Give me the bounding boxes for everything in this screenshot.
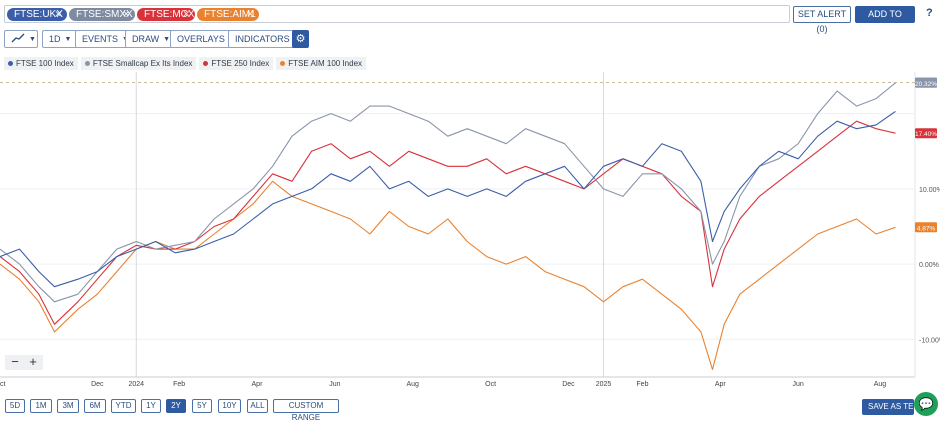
indicators-label: INDICATORS (235, 34, 290, 44)
legend-item-ftse100[interactable]: FTSE 100 Index (4, 57, 78, 70)
chevron-down-icon: ▼ (64, 36, 72, 43)
x-tick-label: 2025 (596, 381, 612, 388)
x-tick-label: Apr (715, 381, 727, 388)
symbol-chip-mcx[interactable]: FTSE:MCX ✕ (137, 8, 195, 21)
zoom-in-button[interactable]: + (23, 355, 43, 370)
close-icon[interactable]: ✕ (54, 9, 62, 19)
symbol-search-bar[interactable]: FTSE:UKX ✕ FTSE:SMXX ✕ FTSE:MCX ✕ FTSE:AIM1… (4, 5, 790, 23)
symbol-chip-label: FTSE:UKX (14, 9, 63, 20)
range-button-5d[interactable]: 5D (5, 399, 25, 413)
line-chart-icon (11, 33, 25, 43)
symbol-chip-ukx[interactable]: FTSE:UKX ✕ (7, 8, 67, 21)
x-tick-label: Jun (329, 381, 340, 388)
range-button-3m[interactable]: 3M (57, 399, 79, 413)
symbol-chip-aim1[interactable]: FTSE:AIM1 ✕ (197, 8, 259, 21)
x-tick-label: Dec (562, 381, 575, 388)
legend-item-ftse250[interactable]: FTSE 250 Index (199, 57, 274, 70)
legend-dot (203, 61, 209, 66)
range-button-1m[interactable]: 1M (30, 399, 52, 413)
legend-item-aim100[interactable]: FTSE AIM 100 Index (276, 57, 367, 70)
close-icon[interactable]: ✕ (182, 9, 190, 19)
series-end-tag-label: 4.87% (917, 225, 936, 232)
legend-item-smallcap[interactable]: FTSE Smallcap Ex Its Index (80, 57, 197, 70)
x-tick-label: 2024 (128, 381, 144, 388)
series-line-ftse-100-index (0, 110, 896, 288)
x-tick-label: Aug (406, 381, 419, 388)
set-alert-button[interactable]: SET ALERT (0) (793, 6, 851, 34)
x-tick-label: Oct (485, 381, 496, 388)
gear-icon: ⚙ (295, 33, 306, 45)
range-button-2y[interactable]: 2Y (166, 399, 186, 413)
x-tick-label: Jun (793, 381, 804, 388)
range-button-5y[interactable]: 5Y (192, 399, 212, 413)
legend-label: FTSE 100 Index (16, 59, 74, 68)
legend-dot (84, 61, 90, 66)
add-to-folio-button[interactable]: ADD TO FOLIO (855, 6, 915, 34)
symbol-chip-smxx[interactable]: FTSE:SMXX ✕ (69, 8, 135, 21)
symbol-chip-label: FTSE:MCX (144, 9, 195, 20)
legend-label: FTSE AIM 100 Index (288, 59, 363, 68)
events-label: EVENTS (82, 34, 119, 44)
legend-dot (8, 61, 13, 66)
x-tick-label: Aug (874, 381, 887, 388)
range-button-10y[interactable]: 10Y (218, 399, 241, 413)
chat-icon[interactable]: 💬 (914, 392, 938, 416)
series-end-tag (915, 77, 937, 88)
draw-dropdown[interactable]: DRAW ▼ (125, 30, 178, 48)
close-icon[interactable]: ✕ (246, 9, 254, 19)
range-button-custom-range[interactable]: CUSTOM RANGE (273, 399, 339, 422)
symbol-chip-label: FTSE:AIM1 (204, 9, 256, 20)
legend-dot (280, 61, 286, 66)
symbol-chip-label: FTSE:SMXX (76, 9, 133, 20)
chart-type-dropdown[interactable]: ▼ (4, 30, 38, 48)
x-tick-label: Feb (636, 381, 648, 388)
range-button-6m[interactable]: 6M (84, 399, 106, 413)
series-end-tag (915, 128, 937, 139)
y-tick-label: 10.00% (919, 187, 940, 194)
series-line-ftse-smallcap-ex-its-index (0, 82, 896, 303)
draw-label: DRAW (132, 34, 160, 44)
x-tick-label: Apr (252, 381, 264, 388)
range-button-1y[interactable]: 1Y (141, 399, 161, 413)
series-line-ftse-250-index (0, 120, 896, 325)
y-tick-label: 0.00% (919, 262, 939, 269)
series-end-tag (915, 222, 937, 233)
overlays-label: OVERLAYS (177, 34, 225, 44)
range-button-ytd[interactable]: YTD (111, 399, 136, 413)
chart-legend: FTSE 100 Index FTSE Smallcap Ex Its Inde… (4, 57, 369, 70)
settings-button[interactable]: ⚙ (292, 30, 309, 48)
series-line-ftse-aim-100-index (0, 180, 896, 371)
help-icon[interactable]: ? (926, 7, 933, 19)
legend-label: FTSE 250 Index (211, 59, 270, 68)
interval-label: 1D (49, 34, 61, 44)
chevron-down-icon: ▼ (163, 36, 171, 43)
zoom-out-button[interactable]: − (5, 355, 25, 370)
close-icon[interactable]: ✕ (122, 9, 130, 19)
chevron-down-icon: ▼ (29, 36, 36, 43)
legend-label: FTSE Smallcap Ex Its Index (92, 59, 193, 68)
save-as-template-button[interactable]: SAVE AS TEMPLATE (862, 399, 914, 415)
y-tick-label: -10.00% (919, 337, 940, 344)
series-end-tag-label: 17.40% (915, 131, 937, 138)
x-tick-label: Feb (173, 381, 185, 388)
x-tick-label: Dec (91, 381, 104, 388)
series-end-tag-label: 20.32% (915, 81, 937, 88)
x-tick-label: Oct (0, 381, 5, 388)
range-button-all[interactable]: ALL (247, 399, 268, 413)
